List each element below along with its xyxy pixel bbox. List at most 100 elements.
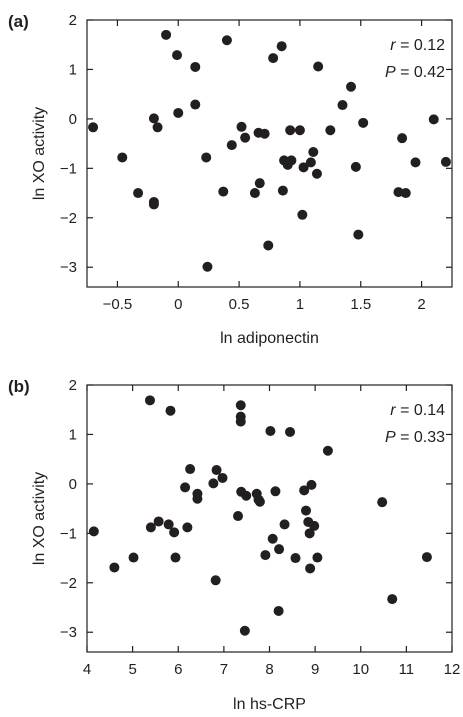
y-tick-label-b: 2 [69,377,77,394]
data-point-a [393,187,404,198]
data-point-b [304,528,315,539]
data-points-b [88,395,432,636]
data-point-a [254,178,265,189]
data-point-b [170,552,181,563]
data-point-a [325,125,336,136]
data-point-b [270,486,281,497]
data-point-b [279,519,290,530]
y-tick-label-b: −2 [60,575,77,592]
data-point-a [240,132,251,143]
data-point-b [144,395,155,406]
data-point-a [263,240,274,251]
data-point-b [306,479,317,490]
y-tick-label-b: −3 [60,624,77,641]
data-point-b [241,490,252,501]
data-point-b [273,605,284,616]
stat-p-value-a: = 0.42 [396,64,445,81]
plot-frame-b [86,384,453,653]
data-point-a [337,100,348,111]
y-tick-label-a: 2 [69,12,77,29]
stat-r-b: r = 0.14 [390,402,445,419]
data-point-a [286,155,297,166]
data-point-a [410,157,421,168]
data-point-a [236,121,247,132]
data-point-a [350,161,361,172]
data-point-b [299,485,310,496]
data-point-a [133,188,144,199]
data-point-a [190,99,201,110]
stat-r-symbol-a: r [390,37,396,54]
data-point-a [201,152,212,163]
data-point-b [267,533,278,544]
data-point-a [226,140,237,151]
x-tick-label-a: −0.5 [103,296,133,313]
data-point-b [285,426,296,437]
data-point-b [169,527,180,538]
data-point-b [182,522,193,533]
stat-p-value-b: = 0.33 [396,429,445,446]
data-point-a [218,186,229,197]
data-point-a [117,152,128,163]
data-point-a [276,41,287,52]
panel-label-a: (a) [8,12,29,31]
data-point-a [249,188,260,199]
x-tick-label-b: 10 [352,661,369,678]
data-point-b [274,544,285,555]
stat-p-symbol-a: P [385,64,396,81]
x-tick-label-b: 12 [444,661,461,678]
data-point-a [358,117,369,128]
x-axis-title-b: ln hs-CRP [233,696,306,713]
data-point-a [400,188,411,199]
y-tick-label-b: −1 [60,525,77,542]
data-point-b [163,519,174,530]
data-point-b [235,416,246,427]
stat-p-symbol-b: P [385,429,396,446]
x-axis-title-a: ln adiponectin [220,330,319,347]
data-point-b [153,516,164,527]
data-point-a [298,162,309,173]
data-point-b [290,553,301,564]
x-tick-label-a: 1.5 [350,296,371,313]
data-point-a [313,61,324,72]
stat-p-a: P = 0.42 [385,64,445,81]
scatter-panel-a: (a) −0.5 0 0.5 1 1.5 2 2 1 0 −1 −2 −3 r = 0.12 P = … [8,12,453,347]
data-point-a [397,133,408,144]
axis-ticks-a: −0.5 0 0.5 1 1.5 2 2 1 0 −1 −2 −3 [60,12,452,313]
data-point-b [312,552,323,563]
data-point-b [217,472,228,483]
data-point-a [346,81,357,92]
y-tick-label-b: 0 [69,476,77,493]
data-points-a [88,29,451,272]
stat-r-symbol-b: r [390,402,396,419]
data-point-a [88,122,99,133]
x-tick-label-b: 7 [220,661,228,678]
stat-r-value-a: = 0.12 [396,37,445,54]
y-axis-title-a: ln XO activity [31,107,48,200]
x-tick-label-b: 6 [174,661,182,678]
data-point-a [277,185,288,196]
data-point-b [239,625,250,636]
data-point-a [294,125,305,136]
y-tick-label-a: −3 [60,259,77,276]
data-point-b [377,497,388,508]
data-point-b [165,405,176,416]
data-point-a [311,168,322,179]
data-point-b [211,465,222,476]
data-point-a [173,107,184,118]
plot-frame-a [86,19,453,288]
x-tick-label-b: 8 [265,661,273,678]
data-point-a [148,113,159,124]
y-tick-label-a: −1 [60,160,77,177]
stat-r-a: r = 0.12 [390,37,445,54]
data-point-a [148,199,159,210]
y-tick-label-b: 1 [69,426,77,443]
data-point-b [265,425,276,436]
data-point-b [301,505,311,516]
data-point-b [260,550,271,561]
data-point-b [192,493,203,504]
x-tick-label-a: 1 [296,296,304,313]
x-tick-label-b: 4 [83,661,91,678]
data-point-a [297,209,308,220]
x-tick-label-a: 0 [174,296,182,313]
